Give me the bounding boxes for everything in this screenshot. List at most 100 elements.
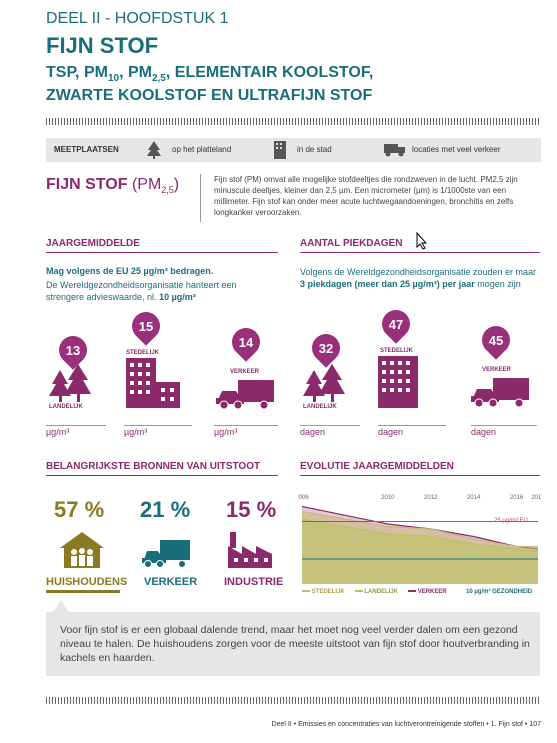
x-tick-label: 2017 xyxy=(531,495,542,501)
speech-tail xyxy=(52,600,70,614)
building-icon xyxy=(274,141,286,159)
city-building-icon xyxy=(378,356,418,408)
peak-label-traffic: VERKEER xyxy=(482,367,512,373)
evolution-chart: 2006 2010 2012 2014 2016 2017 xyxy=(298,495,542,584)
annual-value-rural: 13 xyxy=(65,342,81,358)
house-people-icon xyxy=(60,532,104,568)
intro-divider xyxy=(200,174,201,222)
unit-rule xyxy=(471,425,537,426)
who-limit-label: 10 µg/m³ GEZONDHEID xyxy=(466,589,533,595)
car-truck-icon xyxy=(471,378,529,408)
annual-heading-rule xyxy=(46,252,278,253)
legend-landelijk: LANDELIJK xyxy=(354,589,398,595)
peak-unit-city: dagen xyxy=(378,427,404,437)
legend-item-traffic: locaties met veel verkeer xyxy=(412,145,501,154)
annual-label-traffic: VERKEER xyxy=(230,369,260,375)
source-label-traffic: VERKEER xyxy=(144,576,198,588)
peak-text-a: Volgens de Wereldgezondheidsorganisatie … xyxy=(300,267,536,277)
annual-bold-line: Mag volgens de EU 25 µg/m³ bedragen. xyxy=(46,266,214,276)
page-footer: Deel II • Emissies en concentraties van … xyxy=(271,721,541,728)
peak-value-city: 47 xyxy=(388,316,404,332)
peak-unit-rural: dagen xyxy=(300,427,326,437)
car-truck-icon xyxy=(216,380,274,410)
peak-value-rural: 32 xyxy=(318,340,334,356)
annual-value-city: 15 xyxy=(138,318,154,334)
annual-pin-city: 15 xyxy=(126,306,166,346)
trees-icon xyxy=(303,364,345,402)
unit-rule xyxy=(46,425,106,426)
intro-heading: FIJN STOF (PM2,5) xyxy=(46,176,179,195)
legend-bar-label: MEETPLAATSEN xyxy=(54,145,119,154)
annual-text-a: De Wereldgezondheidsorganisatie hanteert… xyxy=(46,280,237,302)
source-pct-traffic: 21 % xyxy=(140,497,191,522)
annual-label-rural: LANDELIJK xyxy=(49,404,83,410)
x-tick-label: 2014 xyxy=(467,495,481,501)
peak-value-traffic: 45 xyxy=(488,332,504,348)
legend-verkeer-label: VERKEER xyxy=(417,589,447,595)
legend-stedelijk: STEDELIJK xyxy=(302,589,345,595)
tree-icon xyxy=(147,141,161,159)
legend-bar xyxy=(46,138,541,162)
subtitle-part: TSP, PM xyxy=(46,64,108,81)
annual-text: De Wereldgezondheidsorganisatie hanteert… xyxy=(46,279,276,303)
peak-label-rural: LANDELIJK xyxy=(303,404,337,410)
peak-heading-rule xyxy=(300,252,540,253)
trees-icon xyxy=(49,364,91,402)
annual-unit-traffic: µg/m³ xyxy=(214,427,238,437)
intro-heading-sub: 2,5 xyxy=(161,185,174,196)
subtitle-part: , PM xyxy=(119,64,152,81)
line-landelijk xyxy=(301,518,539,553)
source-label-industry: INDUSTRIE xyxy=(224,576,284,588)
conclusion-box xyxy=(46,612,540,676)
evolution-heading: EVOLUTIE JAARGEMIDDELDEN xyxy=(300,461,454,472)
peak-pin-city: 47 xyxy=(376,304,416,344)
intro-heading-close: ) xyxy=(173,176,180,193)
peak-unit-traffic: dagen xyxy=(471,427,497,437)
peak-pin-rural: 32 xyxy=(306,328,346,368)
unit-rule xyxy=(124,425,192,426)
subtitle-line1: TSP, PM10, PM2,5, ELEMENTAIR KOOLSTOF, xyxy=(46,64,373,84)
peak-text-c: mogen zijn xyxy=(474,279,521,289)
x-tick-label: 2012 xyxy=(424,495,438,501)
intro-text: Fijn stof (PM) omvat alle mogelijke stof… xyxy=(214,175,518,217)
source-label-households: HUISHOUDENS xyxy=(46,576,128,588)
annual-label-city: STEDELIJK xyxy=(126,350,160,356)
truck-icon xyxy=(384,144,405,157)
evolution-heading-rule xyxy=(300,475,540,476)
unit-rule xyxy=(300,425,360,426)
unit-rule xyxy=(214,425,278,426)
source-pct-households: 57 % xyxy=(54,497,105,522)
hatch-divider xyxy=(46,697,541,704)
subtitle-sub: 10 xyxy=(107,73,120,85)
car-truck-icon xyxy=(142,540,190,568)
peak-label-city: STEDELIJK xyxy=(380,348,414,354)
subtitle-part: , ELEMENTAIR KOOLSTOF, xyxy=(165,64,374,81)
legend-stedelijk-label: STEDELIJK xyxy=(311,589,345,595)
annual-heading: JAARGEMIDDELDE xyxy=(46,238,140,249)
annual-pin-traffic: 14 xyxy=(226,322,266,362)
evolution-legend: STEDELIJK LANDELIJK VERKEER xyxy=(302,589,447,595)
eu-limit-label: 25 µg/m³ EU xyxy=(494,518,528,524)
hatch-divider xyxy=(46,118,541,125)
chapter-label: DEEL II - HOOFDSTUK 1 xyxy=(46,10,229,27)
legend-item-city: in de stad xyxy=(297,145,332,154)
source-rule-households xyxy=(46,590,120,593)
sources-heading: BELANGRIJKSTE BRONNEN VAN UITSTOOT xyxy=(46,461,261,472)
intro-heading-suffix: (PM xyxy=(131,176,162,193)
x-tick-label: 2016 xyxy=(510,495,524,501)
subtitle-sub: 2,5 xyxy=(151,73,166,85)
line-stedelijk xyxy=(301,510,538,548)
cursor-icon xyxy=(416,232,428,250)
page-title: FIJN STOF xyxy=(46,33,159,58)
factory-icon xyxy=(228,532,272,568)
peak-text-b: 3 piekdagen (meer dan 25 µg/m³) per jaar xyxy=(300,279,475,289)
peak-heading: AANTAL PIEKDAGEN xyxy=(300,238,403,249)
unit-rule xyxy=(378,425,446,426)
sources-heading-rule xyxy=(46,475,278,476)
annual-unit-rural: µg/m³ xyxy=(46,427,70,437)
intro-heading-main: FIJN STOF xyxy=(46,176,128,193)
legend-verkeer: VERKEER xyxy=(408,589,447,595)
subtitle-line2: ZWARTE KOOLSTOF EN ULTRAFIJN STOF xyxy=(46,87,373,104)
annual-value-traffic: 14 xyxy=(238,334,254,350)
